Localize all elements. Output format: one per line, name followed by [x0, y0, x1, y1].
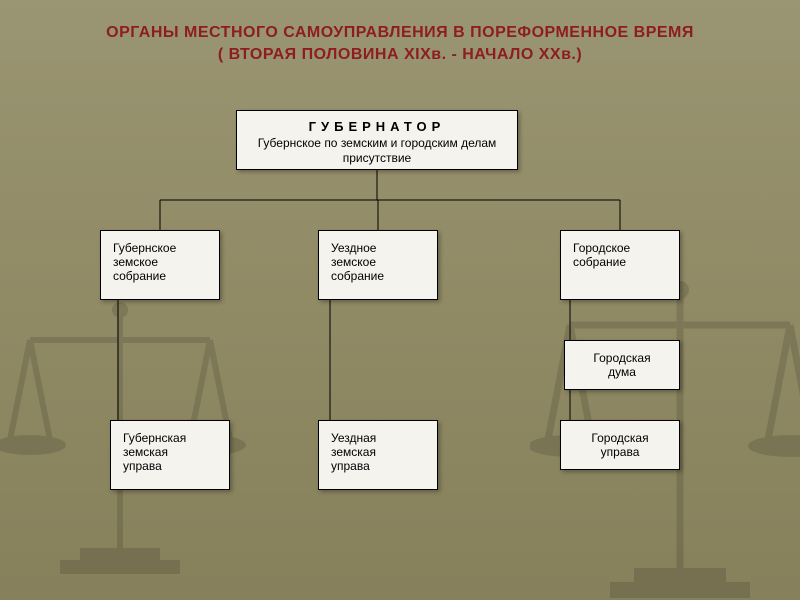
title-line2: ( ВТОРАЯ ПОЛОВИНА XIXв. - НАЧАЛО XXв.)	[218, 46, 582, 63]
node-governor-subtitle: Губернское по земским и городским делам …	[249, 136, 505, 166]
node-uezd-sobr: Уездное земское собрание	[318, 230, 438, 300]
page-title: ОРГАНЫ МЕСТНОГО САМОУПРАВЛЕНИЯ В ПОРЕФОР…	[0, 22, 800, 65]
node-governor: ГУБЕРНАТОР Губернское по земским и город…	[236, 110, 518, 170]
title-line1: ОРГАНЫ МЕСТНОГО САМОУПРАВЛЕНИЯ В ПОРЕФОР…	[106, 24, 694, 41]
node-gor-uprava: Городская управа	[560, 420, 680, 470]
node-gub-uprava: Губернская земская управа	[110, 420, 230, 490]
node-uezd-uprava: Уездная земская управа	[318, 420, 438, 490]
node-governor-title: ГУБЕРНАТОР	[249, 119, 505, 136]
background	[0, 0, 800, 600]
node-gor-duma: Городская дума	[564, 340, 680, 390]
node-gor-sobr: Городское собрание	[560, 230, 680, 300]
node-gub-sobr: Губернское земское собрание	[100, 230, 220, 300]
